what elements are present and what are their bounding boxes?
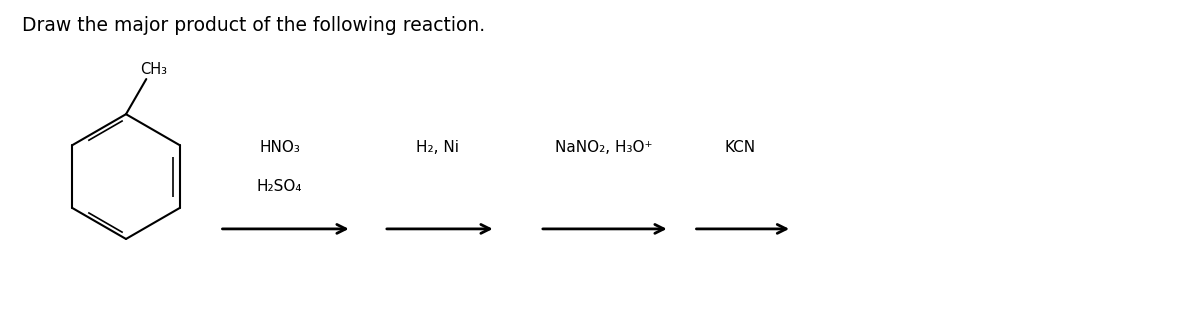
Text: H₂, Ni: H₂, Ni	[416, 140, 460, 155]
Text: NaNO₂, H₃O⁺: NaNO₂, H₃O⁺	[554, 140, 653, 155]
Text: CH₃: CH₃	[140, 62, 167, 77]
Text: Draw the major product of the following reaction.: Draw the major product of the following …	[22, 16, 485, 35]
Text: HNO₃: HNO₃	[259, 140, 300, 155]
Text: KCN: KCN	[725, 140, 756, 155]
Text: H₂SO₄: H₂SO₄	[257, 179, 302, 194]
